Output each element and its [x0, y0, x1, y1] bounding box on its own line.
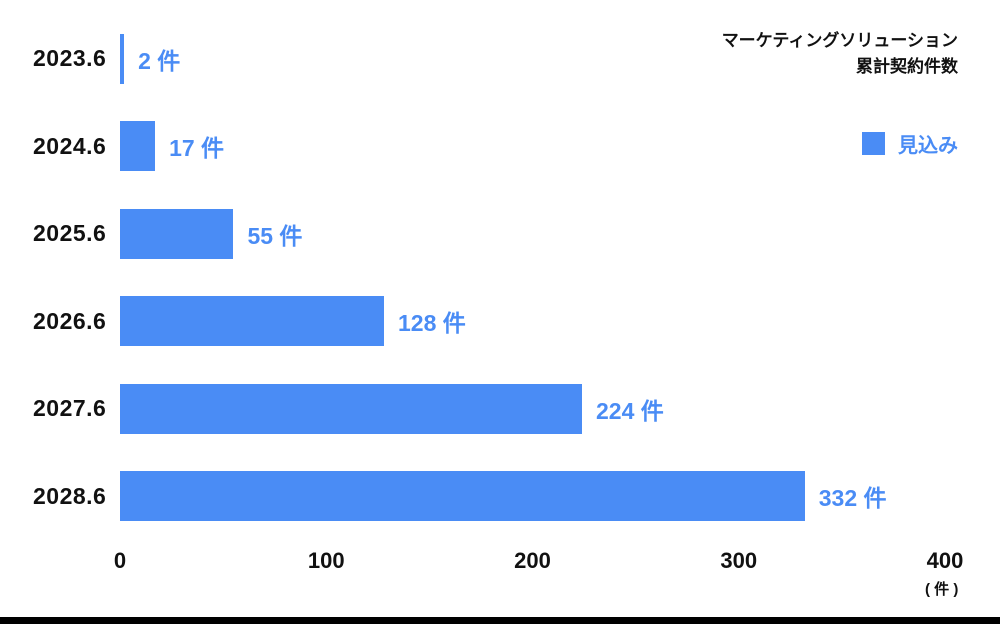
x-axis-tick: 100	[307, 548, 345, 573]
bar-row: 2028.6 332 件	[0, 453, 945, 541]
bar-track: 17 件	[120, 103, 945, 191]
chart-title: マーケティングソリューション 累計契約件数	[722, 28, 958, 81]
category-label: 2024.6	[33, 132, 107, 159]
x-axis: 0 100 200 300 400 ( 件 )	[114, 548, 963, 608]
legend-swatch-icon	[862, 132, 885, 155]
chart-title-line1: マーケティングソリューション	[721, 31, 958, 50]
bar-row: 2026.6 128 件	[0, 278, 945, 366]
bar-value-label: 55 件	[247, 222, 303, 249]
bar	[120, 383, 582, 434]
bar	[120, 121, 156, 172]
category-label: 2026.6	[33, 307, 107, 334]
bar-row: 2025.6 55 件	[0, 190, 945, 278]
category-label: 2027.6	[33, 395, 107, 422]
bar	[120, 296, 384, 347]
bar-row: 2023.6 2 件	[0, 15, 945, 103]
bar-rows: 2023.6 2 件 2024.6 17 件 2025.6 55 件 2026.…	[0, 15, 945, 540]
chart-title-line2: 累計契約件数	[856, 57, 958, 77]
x-axis-tick: 0	[113, 548, 127, 573]
bar-value-label: 332 件	[818, 485, 887, 512]
bar-value-label: 17 件	[169, 135, 225, 162]
bar	[120, 471, 805, 522]
bar-track: 224 件	[120, 365, 945, 453]
legend-label: 見込み	[898, 135, 958, 157]
category-label: 2028.6	[33, 482, 107, 509]
legend: 見込み	[862, 129, 958, 158]
bar-track: 55 件	[120, 190, 945, 278]
bottom-divider	[0, 617, 1000, 624]
x-axis-tick: 200	[514, 548, 551, 573]
bar-row: 2024.6 17 件	[0, 103, 945, 191]
bar-track: 332 件	[120, 453, 945, 541]
x-axis-unit-label: ( 件 )	[925, 581, 959, 598]
category-label: 2025.6	[33, 220, 107, 247]
bar-track: 128 件	[120, 278, 945, 366]
bar-row: 2027.6 224 件	[0, 365, 945, 453]
bar-value-label: 224 件	[596, 397, 664, 424]
x-axis-tick: 400	[926, 548, 964, 573]
category-label: 2023.6	[33, 45, 107, 72]
x-axis-tick: 300	[720, 548, 758, 573]
bar	[120, 33, 125, 84]
bar	[120, 208, 234, 259]
bar-track: 2 件	[120, 15, 945, 103]
bar-value-label: 128 件	[398, 310, 466, 337]
bar-value-label: 2 件	[138, 47, 181, 74]
